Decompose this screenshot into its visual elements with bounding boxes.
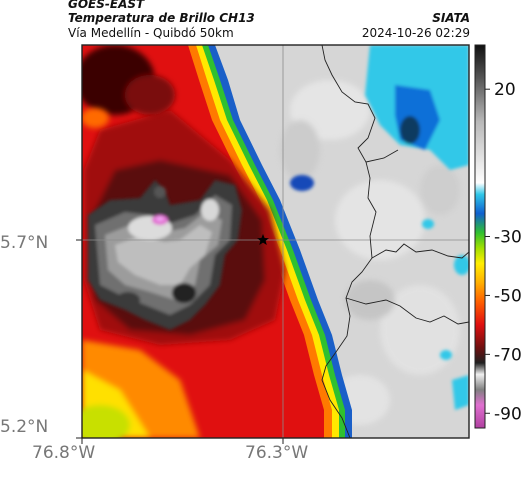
colorbar: 20 -30 -50 -70 -90 — [474, 44, 522, 429]
colorbar-ramp — [474, 44, 486, 429]
satellite-label: GOES-EAST — [68, 0, 145, 11]
boundary-segment-south — [345, 297, 469, 325]
region-subtitle: Vía Medellín - Quibdó 50km — [68, 26, 234, 40]
lat-label-5.2: 5.2°N — [0, 417, 48, 437]
lon-label-76.8: 76.8°W — [32, 443, 95, 463]
timestamp: 2024-10-26 02:29 — [361, 26, 470, 40]
lon-label-76.3: 76.3°W — [245, 443, 308, 463]
colorbar-tick-label: -30 — [494, 228, 522, 248]
brightness-field — [82, 45, 469, 438]
department-boundary — [321, 45, 377, 438]
star-icon — [257, 234, 269, 245]
colorbar-tick-label: 20 — [494, 80, 516, 100]
colorbar-tick-label: -70 — [494, 345, 522, 365]
colorbar-tick-label: -50 — [494, 286, 522, 306]
boundary-segment — [371, 243, 469, 259]
boundary-segment-north — [365, 149, 399, 163]
organization-label: SIATA — [432, 11, 470, 25]
lat-label-5.7: 5.7°N — [0, 233, 48, 253]
product-title: Temperatura de Brillo CH13 — [68, 11, 255, 25]
colorbar-tick-label: -90 — [494, 404, 522, 424]
map-frame — [81, 44, 470, 439]
